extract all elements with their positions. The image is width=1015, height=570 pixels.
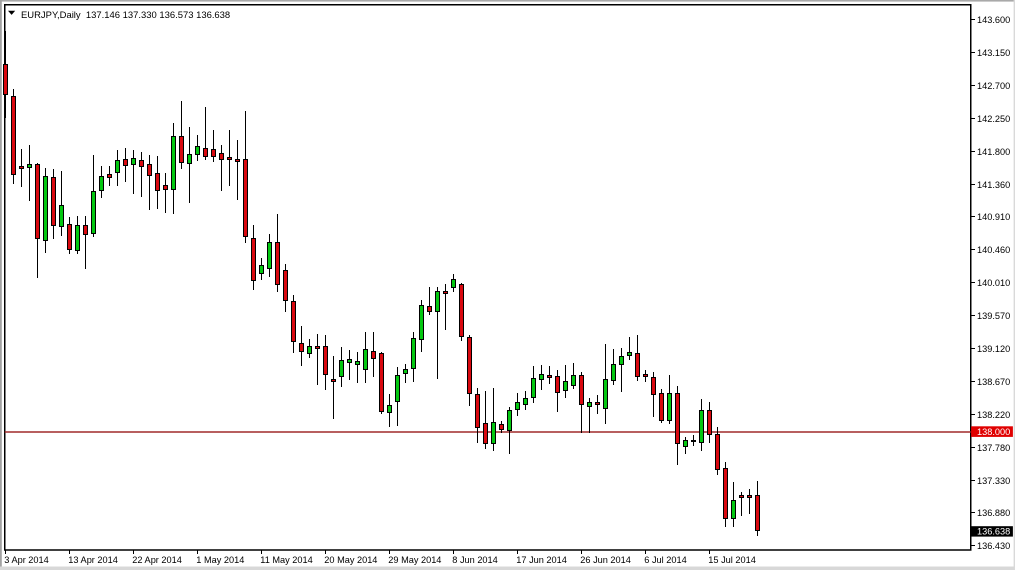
- svg-text:20 May 2014: 20 May 2014: [324, 555, 377, 565]
- svg-text:26 Jun 2014: 26 Jun 2014: [580, 555, 631, 565]
- svg-text:22 Apr 2014: 22 Apr 2014: [132, 555, 182, 565]
- svg-text:1 May 2014: 1 May 2014: [196, 555, 244, 565]
- svg-text:29 May 2014: 29 May 2014: [388, 555, 441, 565]
- svg-text:143.150: 143.150: [977, 48, 1010, 58]
- svg-text:138.000: 138.000: [977, 427, 1010, 437]
- svg-text:138.670: 138.670: [977, 377, 1010, 387]
- svg-text:17 Jun 2014: 17 Jun 2014: [516, 555, 567, 565]
- svg-text:139.570: 139.570: [977, 311, 1010, 321]
- svg-text:141.800: 141.800: [977, 147, 1010, 157]
- svg-text:13 Apr 2014: 13 Apr 2014: [68, 555, 118, 565]
- svg-text:136.880: 136.880: [977, 508, 1010, 518]
- svg-text:140.010: 140.010: [977, 278, 1010, 288]
- svg-text:EURJPY,Daily 137.146 137.330: EURJPY,Daily 137.146 137.330 136.573 136…: [21, 10, 230, 21]
- svg-text:139.120: 139.120: [977, 344, 1010, 354]
- svg-text:11 May 2014: 11 May 2014: [260, 555, 312, 565]
- svg-text:140.460: 140.460: [977, 245, 1010, 255]
- svg-text:15 Jul 2014: 15 Jul 2014: [708, 555, 756, 565]
- svg-text:137.330: 137.330: [977, 476, 1010, 486]
- svg-text:6 Jul 2014: 6 Jul 2014: [644, 555, 686, 565]
- svg-text:138.220: 138.220: [977, 410, 1010, 420]
- svg-text:142.700: 142.700: [977, 81, 1010, 91]
- svg-text:136.638: 136.638: [977, 527, 1010, 537]
- svg-text:142.250: 142.250: [977, 114, 1010, 124]
- svg-text:136.430: 136.430: [977, 541, 1010, 551]
- svg-text:143.600: 143.600: [977, 15, 1010, 25]
- svg-text:141.360: 141.360: [977, 180, 1010, 190]
- svg-text:3 Apr 2014: 3 Apr 2014: [4, 555, 48, 565]
- svg-text:140.910: 140.910: [977, 212, 1010, 222]
- svg-text:8 Jun 2014: 8 Jun 2014: [452, 555, 497, 565]
- svg-text:137.780: 137.780: [977, 443, 1010, 453]
